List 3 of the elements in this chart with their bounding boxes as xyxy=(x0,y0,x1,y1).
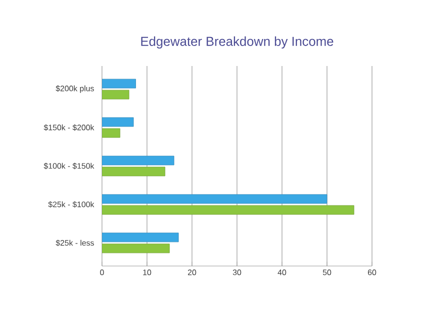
chart-title: Edgewater Breakdown by Income xyxy=(141,36,334,49)
bar xyxy=(102,78,136,88)
bar xyxy=(102,244,170,254)
